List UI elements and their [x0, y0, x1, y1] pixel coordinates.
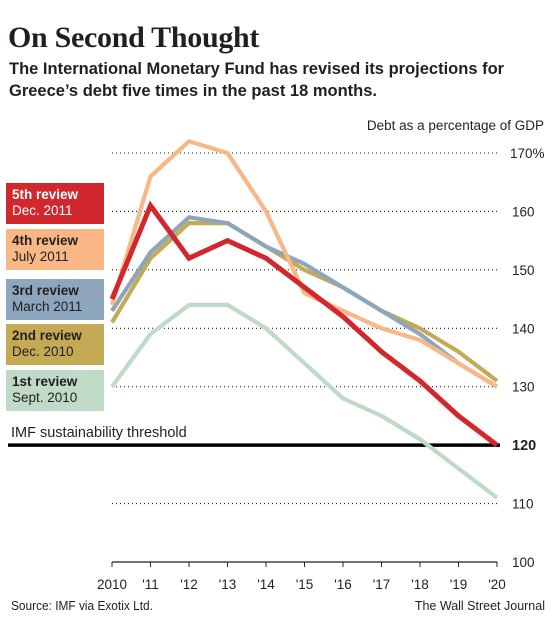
x-tick-label: '18: [411, 577, 429, 592]
legend-item-review-3: 3rd review March 2011: [6, 279, 104, 320]
series-line-3: [110, 215, 499, 389]
y-tick-label: 160: [512, 204, 535, 219]
legend-item-review-5: 5th review Dec. 2011: [6, 183, 104, 224]
legend-name: 2nd review: [12, 328, 82, 343]
x-tick-label: 2010: [97, 577, 127, 592]
y-tick-label: 140: [512, 321, 535, 336]
y-tick-label: 170%: [510, 146, 545, 161]
series-line-1: [110, 302, 499, 500]
x-tick-label: '20: [488, 577, 506, 592]
legend-item-review-2: 2nd review Dec. 2010: [6, 324, 104, 365]
legend-name: 3rd review: [12, 283, 79, 298]
grid-lines: [112, 152, 497, 563]
publisher-credit: The Wall Street Journal: [414, 599, 545, 613]
y-axis-label: Debt as a percentage of GDP: [367, 118, 544, 133]
legend-date: July 2011: [12, 249, 69, 264]
x-tick-label: '14: [257, 577, 275, 592]
x-tick-label: '19: [450, 577, 468, 592]
legend-name: 4th review: [12, 233, 79, 248]
x-tick-label: '13: [219, 577, 237, 592]
y-tick-label: 150: [512, 263, 535, 278]
series-line-5: [109, 200, 499, 448]
y-tick-labels: 170% 160 150 140 130 120 110 100: [510, 146, 545, 570]
x-tick-labels: 2010 '11 '12 '13 '14 '15 '16 '17 '18 '19 '20: [97, 562, 506, 592]
x-tick-label: '16: [334, 577, 352, 592]
y-tick-label: 130: [512, 380, 535, 395]
series-lines: [109, 138, 499, 500]
x-tick-label: '17: [373, 577, 391, 592]
x-tick-label: '12: [180, 577, 198, 592]
legend-date: Dec. 2010: [12, 344, 74, 359]
legend-item-review-4: 4th review July 2011: [6, 229, 104, 270]
legend-date: March 2011: [12, 299, 83, 314]
y-tick-label: 120: [512, 438, 536, 454]
y-tick-label: 110: [512, 497, 534, 512]
threshold-label: IMF sustainability threshold: [11, 425, 187, 441]
series-line-4: [109, 138, 499, 389]
x-tick-label: '11: [142, 577, 159, 592]
chart-title: On Second Thought: [8, 21, 260, 54]
legend-name: 5th review: [12, 187, 79, 202]
y-tick-label: 100: [512, 555, 535, 570]
series-line-2: [110, 221, 499, 383]
legend-date: Dec. 2011: [12, 203, 73, 218]
source-note: Source: IMF via Exotix Ltd.: [11, 599, 153, 613]
x-tick-label: '15: [296, 577, 314, 592]
legend-date: Sept. 2010: [12, 390, 78, 405]
chart-subtitle: The International Monetary Fund has revi…: [9, 60, 505, 100]
legend-item-review-1: 1st review Sept. 2010: [6, 370, 104, 411]
legend-name: 1st review: [12, 374, 78, 389]
